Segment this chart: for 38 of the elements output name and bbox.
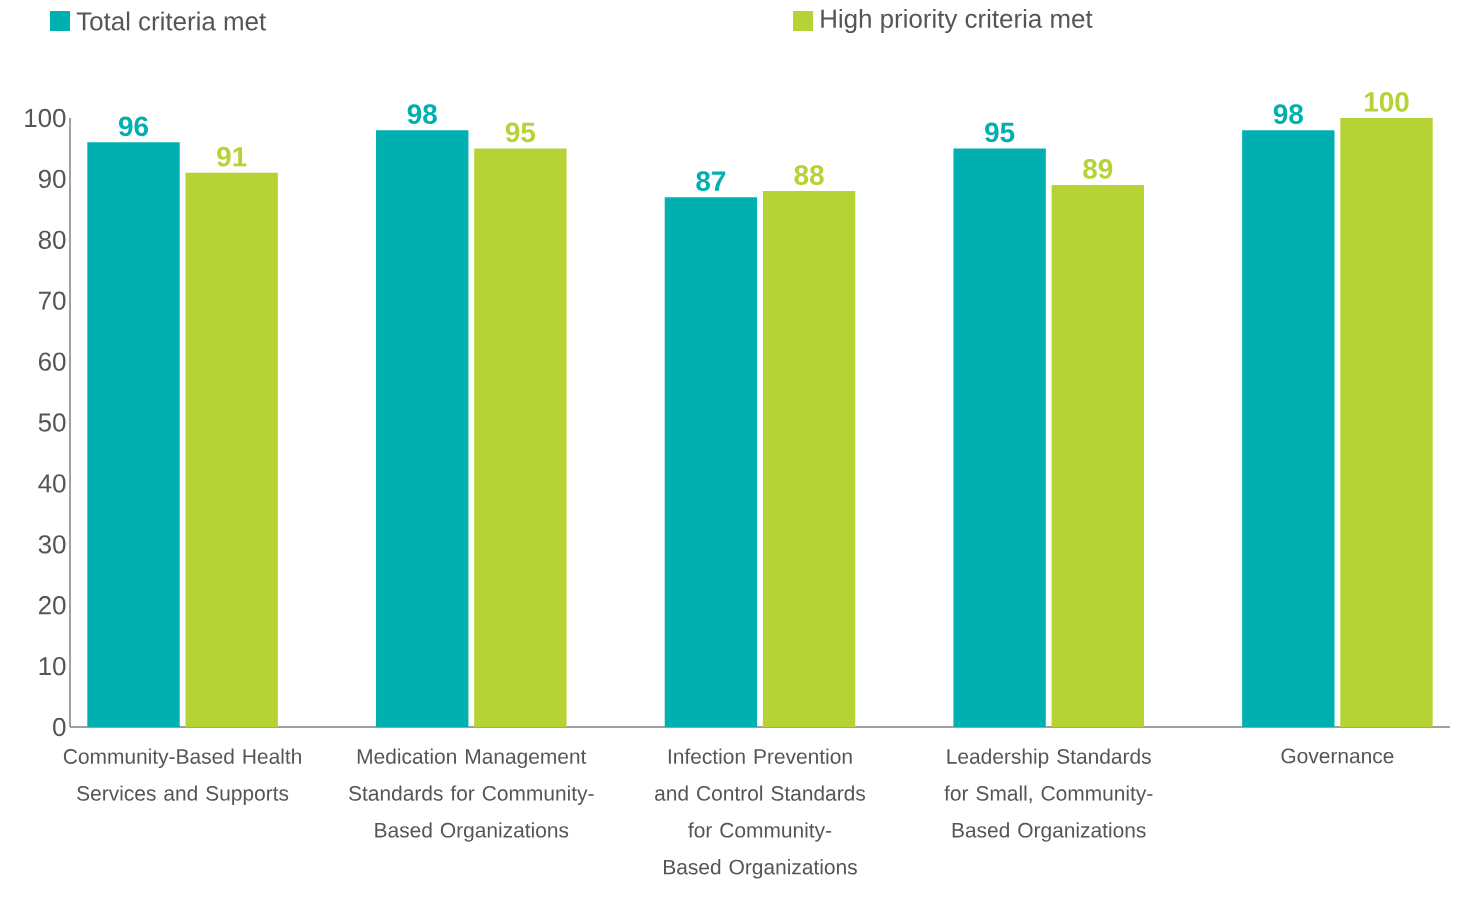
data-label: 96: [118, 116, 149, 137]
data-label: 91: [217, 146, 247, 167]
bar: [664, 197, 758, 728]
data-label: 87: [696, 171, 726, 191]
y-tick-label: 0: [53, 717, 66, 737]
x-tick-label: Infection Prevention and Control Standards for Community-Based Organizations: [655, 748, 866, 879]
x-tick-label: Medication Management Standards for Community-Based Organizations: [349, 748, 594, 842]
y-tick-label: 90: [38, 169, 66, 189]
y-tick-label: 30: [38, 535, 66, 554]
bar: [953, 148, 1046, 728]
data-label: 95: [985, 122, 1015, 143]
bar: [185, 172, 278, 728]
bar: [1242, 130, 1335, 728]
y-tick-label: 40: [38, 474, 66, 493]
data-label: 98: [407, 104, 437, 124]
data-label: 98: [1273, 104, 1303, 124]
bar: [762, 191, 856, 728]
y-tick-label: 70: [39, 291, 66, 310]
bar: [376, 130, 469, 728]
y-tick-label: 10: [39, 656, 66, 676]
x-tick-label: Leadership Standards for Small, Community-Based Organizations: [944, 748, 1153, 842]
legend-label: Total criteria met: [76, 11, 266, 31]
data-label: 100: [1364, 92, 1409, 112]
y-tick-label: 80: [38, 230, 66, 249]
bar: [1340, 118, 1433, 728]
y-tick-label: 60: [38, 352, 66, 371]
bar: [87, 142, 180, 728]
y-tick-label: 50: [38, 413, 66, 432]
data-label: 89: [1083, 159, 1113, 179]
bar: [474, 148, 567, 728]
y-tick-label: 20: [38, 596, 66, 615]
y-tick-label: 100: [25, 108, 66, 128]
data-label: 88: [794, 165, 824, 185]
legend-label: High priority criteria met: [821, 8, 1093, 34]
x-tick-label: Governance: [1281, 748, 1394, 764]
x-tick-label: Community-Based Health Services and Supports: [63, 748, 301, 805]
data-label: 95: [505, 122, 536, 143]
bar: [1051, 185, 1144, 728]
